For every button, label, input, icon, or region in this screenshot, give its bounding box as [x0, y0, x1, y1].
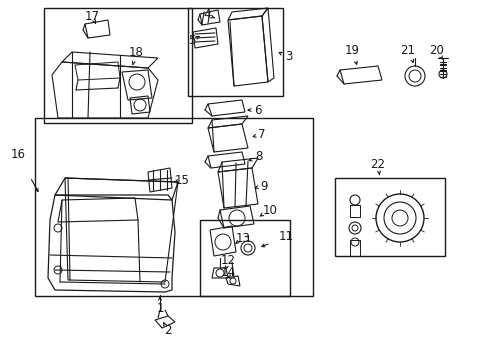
Text: 12: 12 — [220, 253, 235, 266]
Text: 6: 6 — [254, 104, 261, 117]
Text: 4: 4 — [203, 9, 210, 22]
Text: 22: 22 — [370, 158, 385, 171]
Text: 1: 1 — [156, 302, 163, 315]
Bar — [349, 205, 359, 217]
Text: 10: 10 — [262, 203, 277, 216]
Text: 13: 13 — [235, 231, 250, 244]
Text: 5: 5 — [188, 33, 195, 46]
Text: 2: 2 — [164, 324, 171, 337]
Bar — [187, 8, 283, 96]
Bar — [44, 8, 192, 123]
Text: 3: 3 — [285, 50, 292, 63]
Text: 18: 18 — [128, 46, 143, 59]
Bar — [35, 118, 312, 296]
Text: 8: 8 — [255, 150, 262, 163]
Text: 21: 21 — [400, 44, 415, 57]
Bar — [334, 178, 444, 256]
Text: 16: 16 — [10, 148, 25, 162]
Bar — [349, 240, 359, 256]
Text: 14: 14 — [220, 266, 235, 279]
Text: 19: 19 — [344, 44, 359, 57]
Text: 15: 15 — [174, 174, 189, 186]
Text: 9: 9 — [260, 180, 267, 193]
Text: 20: 20 — [428, 44, 444, 57]
Text: 17: 17 — [84, 9, 99, 22]
Text: 11: 11 — [278, 230, 293, 243]
Text: 7: 7 — [258, 127, 265, 140]
Bar — [200, 220, 289, 296]
